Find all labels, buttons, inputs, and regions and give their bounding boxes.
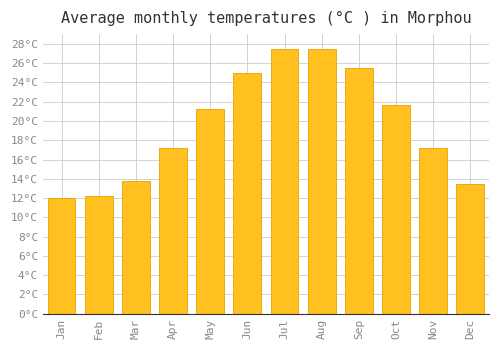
Bar [48, 198, 76, 314]
Bar [419, 148, 447, 314]
Bar [345, 68, 373, 314]
Bar [382, 105, 410, 314]
Bar [196, 110, 224, 314]
Bar [159, 148, 187, 314]
Title: Average monthly temperatures (°C ) in Morphou: Average monthly temperatures (°C ) in Mo… [60, 11, 471, 26]
Bar [308, 49, 336, 314]
Bar [456, 184, 484, 314]
Bar [85, 196, 112, 314]
Bar [270, 49, 298, 314]
Bar [234, 73, 262, 314]
Bar [122, 181, 150, 314]
